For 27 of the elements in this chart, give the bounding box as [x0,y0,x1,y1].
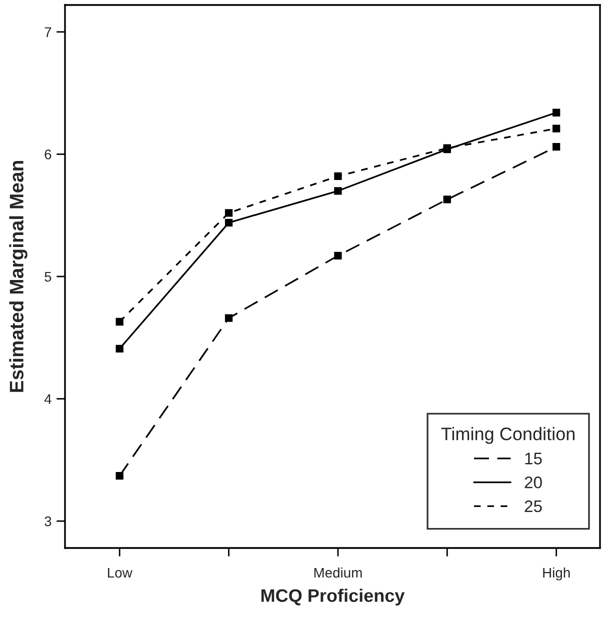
y-tick-label: 3 [44,516,52,526]
point [224,218,233,227]
y-tick-label: 5 [44,272,52,282]
y-tick-label: 6 [44,150,52,160]
legend-title: Timing Condition [441,427,574,444]
point [552,108,560,116]
point [552,124,560,132]
point [552,143,560,151]
legend-label: 25 [524,500,542,512]
y-tick-label: 4 [44,394,52,404]
point [116,472,124,480]
point [334,187,342,195]
point [334,172,342,180]
point [334,252,342,260]
x-tick-label: Low [108,568,132,578]
point [116,344,124,352]
legend-label: 15 [525,452,542,464]
point [224,314,233,322]
y-axis-title: Estimated Marginal Mean [9,161,28,392]
point [116,318,124,326]
legend-label: 20 [524,476,542,488]
y-tick-label: 7 [44,27,52,37]
x-axis-title: MCQ Proficiency [261,588,405,606]
x-tick-label: High [543,567,570,580]
x-tick-label: Medium [314,567,362,578]
point [224,209,233,217]
point [443,196,451,204]
